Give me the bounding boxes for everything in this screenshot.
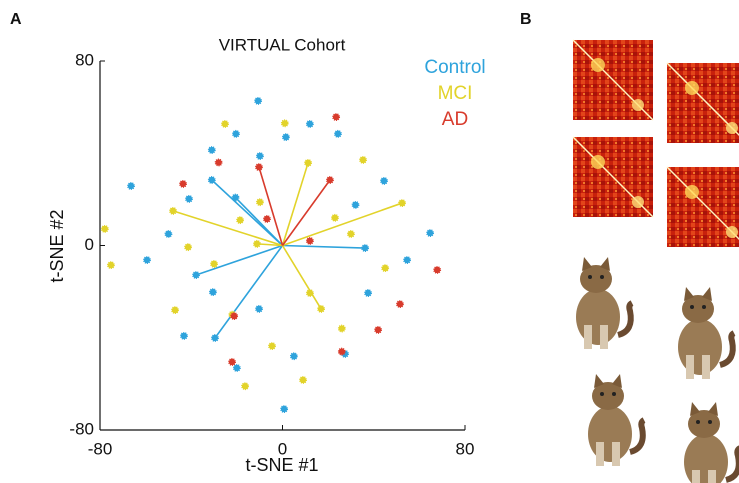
legend-entry: AD [442,109,468,130]
point [211,261,217,267]
point [282,120,288,126]
point [291,353,297,359]
point [362,245,368,251]
chart-title: VIRTUAL Cohort [219,35,346,54]
point [255,98,261,104]
point [180,181,186,187]
cat-image [576,257,632,349]
vector [283,163,309,246]
point [170,208,176,214]
point [327,177,333,183]
legend-entry: Control [424,57,485,78]
point [305,160,311,166]
point [193,272,199,278]
point [339,348,345,354]
point [434,267,440,273]
point [186,196,192,202]
point [185,244,191,250]
panel-label: B [520,11,532,28]
vector [215,246,283,338]
point [234,365,240,371]
vector [283,246,322,309]
point [222,121,228,127]
y-axis-label: t-SNE #2 [47,209,67,282]
point [352,202,358,208]
point [348,231,354,237]
point [210,289,216,295]
panel-label: A [10,11,22,28]
vector [283,180,330,245]
x-tick-label: 80 [456,439,475,458]
point [102,226,108,232]
legend-entry: MCI [438,83,473,104]
figure: A B VIRTUAL Cohort t-SNE #1 t-SNE #2 -80… [0,0,739,483]
page: A B VIRTUAL Cohort t-SNE #1 t-SNE #2 -80… [0,0,739,483]
point [254,241,260,247]
cat-image [678,287,734,379]
point [281,406,287,412]
point [209,147,215,153]
point [360,157,366,163]
point [144,257,150,263]
point [108,262,114,268]
point [307,290,313,296]
connectivity-matrix [667,167,739,247]
point [231,313,237,319]
point [283,134,289,140]
point [215,159,221,165]
point [335,131,341,137]
point [307,121,313,127]
point [233,131,239,137]
point [212,335,218,341]
connectivity-matrix [573,40,653,120]
x-tick-label: 0 [278,439,287,458]
point [332,215,338,221]
point [333,114,339,120]
point [300,377,306,383]
point [242,383,248,389]
point [382,265,388,271]
point [269,343,275,349]
point [397,301,403,307]
y-tick-label: 0 [85,235,94,254]
point [257,199,263,205]
y-tick-label: -80 [69,419,94,438]
cat-image [684,402,739,483]
point [172,307,178,313]
point [404,257,410,263]
point [232,194,238,200]
connectivity-matrix [573,137,653,217]
point [318,306,324,312]
point [427,230,433,236]
vector [283,246,366,249]
point [339,325,345,331]
point [256,306,262,312]
y-tick-label: 80 [75,50,94,69]
point [264,216,270,222]
point [365,290,371,296]
point [237,217,243,223]
cat-image [588,374,644,466]
point [209,177,215,183]
point [375,327,381,333]
point [307,238,313,244]
point [181,333,187,339]
vector [283,203,403,245]
point [399,200,405,206]
x-tick-label: -80 [88,439,113,458]
vector [196,246,282,276]
point [381,178,387,184]
point [165,231,171,237]
point [257,153,263,159]
panel-b-images [573,40,739,483]
point [128,183,134,189]
point [229,359,235,365]
connectivity-matrix [667,63,739,143]
point [256,164,262,170]
